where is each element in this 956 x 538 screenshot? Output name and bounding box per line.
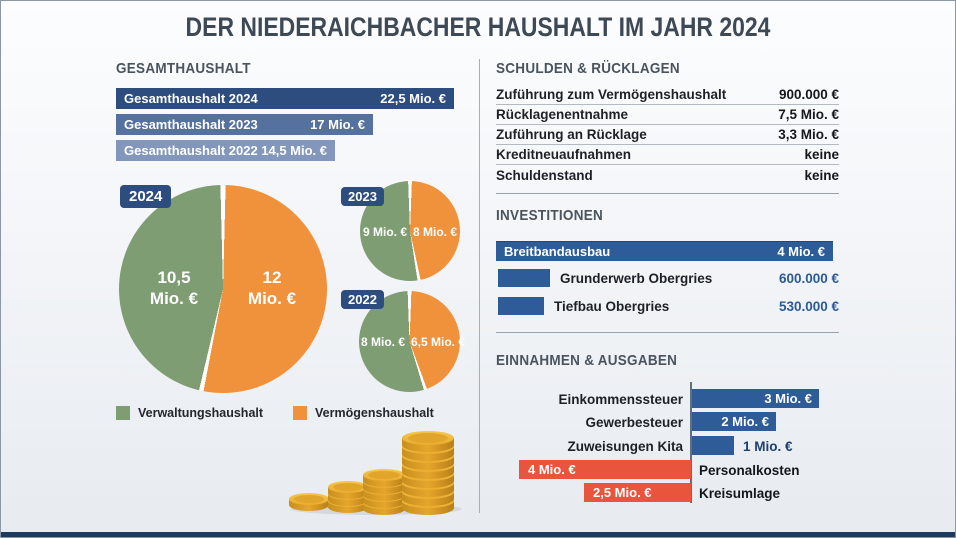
- pie-slice-label-verwaltung-2024: 10,5 Mio. €: [149, 268, 199, 309]
- bar-value: 4 Mio. €: [777, 243, 825, 259]
- pie-slice-label-verwaltung-2022: 8 Mio. €: [361, 335, 406, 349]
- year-badge-2024: 2024: [120, 185, 172, 208]
- investment-bar: [498, 269, 550, 287]
- bar-label: Breitbandausbau: [504, 243, 611, 259]
- bottom-accent-bar: [1, 532, 955, 537]
- row-value: keine: [804, 167, 839, 183]
- expense-bar-kreisumlage: 2,5 Mio. €: [584, 483, 691, 502]
- expense-bar-personalkosten: 4 Mio. €: [519, 460, 691, 479]
- row-label: Zuführung an Rücklage: [496, 127, 647, 142]
- table-row: Rücklagenentnahme 7,5 Mio. €: [496, 105, 839, 125]
- row-value: 900.000 €: [778, 87, 839, 102]
- legend-swatch-vermoegenshaushalt: [293, 406, 308, 420]
- pie-slice-label-vermoegen-2023: 8 Mio. €: [413, 225, 458, 239]
- pie-chart-2024: [119, 185, 327, 393]
- bar-value: 17 Mio. €: [310, 117, 365, 132]
- coin-stacks-illustration: [289, 431, 462, 515]
- bar-label: Gesamthaushalt 2022: [124, 143, 258, 158]
- chart-axis-line: [690, 382, 692, 503]
- table-row: Kreditneuaufnahmen keine: [496, 145, 839, 165]
- income-label-gewerbesteuer: Gewerbesteuer: [585, 415, 683, 430]
- bar-value: 2,5 Mio. €: [593, 485, 652, 500]
- income-label-einkommenssteuer: Einkommenssteuer: [558, 392, 683, 407]
- section-separator: [496, 332, 839, 333]
- table-row: Zuführung zum Vermögenshaushalt 900.000 …: [496, 85, 839, 105]
- row-value: keine: [804, 147, 839, 162]
- section-heading-gesamthaushalt: GESAMTHAUSHALT: [116, 60, 251, 77]
- legend-label-vermoegenshaushalt: Vermögenshaushalt: [315, 406, 434, 420]
- income-bar-gewerbesteuer: 2 Mio. €: [692, 412, 776, 431]
- year-badge-2023: 2023: [341, 187, 384, 206]
- column-divider: [479, 59, 480, 513]
- row-value: 530.000 €: [778, 298, 839, 314]
- row-value: 3,3 Mio. €: [778, 127, 839, 142]
- expense-label-personalkosten: Personalkosten: [699, 463, 800, 478]
- legend-swatch-verwaltungshaushalt: [116, 406, 130, 420]
- bar-label: Gesamthaushalt 2024: [124, 91, 258, 106]
- page-title: DER NIEDERAICHBACHER HAUSHALT IM JAHR 20…: [185, 12, 771, 42]
- total-budget-bar-2022: Gesamthaushalt 2022 14,5 Mio. €: [116, 140, 335, 161]
- income-bar-einkommenssteuer: 3 Mio. €: [692, 389, 819, 408]
- row-value: 7,5 Mio. €: [778, 107, 839, 122]
- investment-bar: [498, 297, 544, 315]
- row-label: Rücklagenentnahme: [496, 107, 629, 122]
- section-separator: [496, 193, 839, 194]
- year-badge-2022: 2022: [341, 290, 384, 309]
- bar-value: 22,5 Mio. €: [380, 91, 446, 106]
- row-label: Grunderwerb Obergries: [560, 270, 713, 286]
- row-label: Schuldenstand: [496, 167, 593, 183]
- row-label: Zuführung zum Vermögenshaushalt: [496, 87, 727, 102]
- total-budget-bar-2023: Gesamthaushalt 2023 17 Mio. €: [116, 114, 373, 135]
- income-bar-zuweisungen-kita: [692, 436, 734, 455]
- pie-slice-label-vermoegen-2024: 12 Mio. €: [247, 268, 297, 309]
- bar-value: 2 Mio. €: [721, 414, 769, 429]
- legend: Verwaltungshaushalt Vermögenshaushalt: [116, 406, 434, 420]
- section-heading-schulden: SCHULDEN & RÜCKLAGEN: [496, 60, 680, 77]
- row-label: Tiefbau Obergries: [554, 298, 670, 314]
- section-heading-investitionen: INVESTITIONEN: [496, 207, 604, 224]
- row-label: Kreditneuaufnahmen: [496, 147, 632, 162]
- legend-label-verwaltungshaushalt: Verwaltungshaushalt: [138, 406, 264, 420]
- investment-row-tiefbau: Tiefbau Obergries 530.000 €: [498, 297, 839, 315]
- table-row: Zuführung an Rücklage 3,3 Mio. €: [496, 125, 839, 145]
- total-budget-bar-2024: Gesamthaushalt 2024 22,5 Mio. €: [116, 88, 454, 109]
- pie-slice-label-verwaltung-2023: 9 Mio. €: [363, 225, 408, 239]
- bar-value: 14,5 Mio. €: [261, 143, 327, 158]
- table-row: Schuldenstand keine: [496, 165, 839, 185]
- bar-value-outside: 1 Mio. €: [743, 439, 793, 454]
- pie-slice-label-vermoegen-2022: 6,5 Mio. €: [411, 335, 466, 349]
- expense-label-kreisumlage: Kreisumlage: [699, 486, 781, 501]
- section-heading-einnahmen-ausgaben: EINNAHMEN & AUSGABEN: [496, 352, 678, 369]
- income-label-zuweisungen-kita: Zuweisungen Kita: [567, 439, 683, 454]
- bar-value: 4 Mio. €: [528, 462, 576, 477]
- investment-bar-breitbandausbau: Breitbandausbau 4 Mio. €: [496, 241, 833, 261]
- row-value: 600.000 €: [778, 270, 839, 286]
- bar-label: Gesamthaushalt 2023: [124, 117, 258, 132]
- bar-value: 3 Mio. €: [764, 391, 812, 406]
- investment-row-grunderwerb: Grunderwerb Obergries 600.000 €: [498, 269, 839, 287]
